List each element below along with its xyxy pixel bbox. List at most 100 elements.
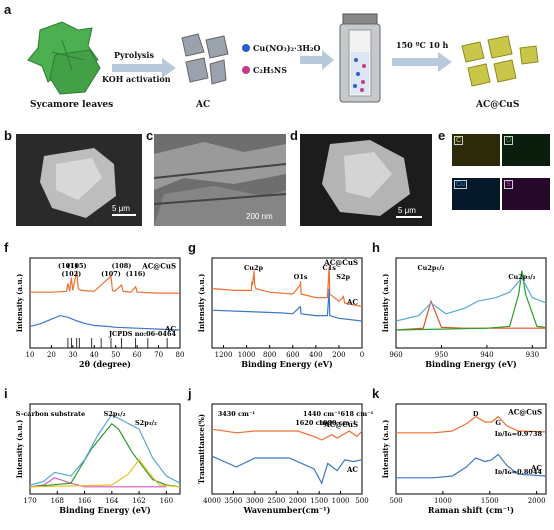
curve-label-f-1: AC [164, 325, 176, 334]
peak-label-f: (116) [126, 270, 146, 278]
x-tick-label-h: 930 [526, 351, 539, 359]
panel-label-c: c [146, 128, 154, 143]
ratio-label-k-1: Iᴅ/Iɢ=0.8044 [495, 468, 543, 476]
cu-reagent-dot-icon [242, 44, 250, 52]
x-tick-label-h: 960 [389, 351, 402, 359]
peak-label-f: (105) [67, 262, 87, 270]
annotation-g-1: O1s [294, 273, 308, 281]
annotation-j-2: 1440 cm⁻¹ [303, 410, 341, 418]
x-tick-label-k: 2000 [528, 497, 546, 505]
series-line-h-1 [395, 270, 547, 331]
annotation-g-2: C1s [323, 264, 337, 272]
annotation-h-0: Cu2p₁/₂ [417, 264, 444, 272]
reagent-cu-nitrate: Cu(NO₃)₂·3H₂O [253, 43, 321, 53]
sycamore-leaves-label: Sycamore leaves [30, 100, 114, 110]
pyrolysis-label: Pyrolysis [114, 50, 154, 60]
annotation-g-3: S2p [336, 273, 350, 281]
x-axis-label-k: Raman shift (cm⁻¹) [428, 505, 514, 515]
x-tick-label-j: 1000 [332, 497, 350, 505]
x-tick-label-j: 4000 [203, 497, 221, 505]
mixing-arrow-icon [300, 50, 334, 70]
annotation-k-0: D [473, 410, 479, 418]
curve-label-j-1: AC [346, 465, 358, 474]
panel-label-i: i [4, 386, 8, 401]
schematic-graphics [27, 13, 539, 103]
series-line-g-1 [211, 288, 363, 322]
y-axis-label-f: Intensity (a.u.) [15, 274, 24, 333]
ac-label: AC [196, 100, 211, 110]
y-axis-label-h: Intensity (a.u.) [381, 274, 390, 333]
eds-map-c: C [452, 134, 500, 166]
panel-label-d: d [290, 128, 298, 143]
x-tick-label-i: 166 [78, 497, 92, 505]
x-tick-label-j: 3000 [246, 497, 264, 505]
x-tick-label-g: 1000 [238, 351, 256, 359]
ac-cus-label: AC@CuS [476, 100, 520, 110]
x-tick-label-j: 2500 [267, 497, 285, 505]
curve-label-j-0: AC@CuS [323, 420, 358, 429]
peak-label-f: (101) [58, 262, 78, 270]
hydrothermal-condition: 150 ºC 10 h [396, 40, 449, 50]
sem-image-c: 200 nm [154, 134, 286, 226]
autoclave-icon [339, 13, 381, 103]
panel-label-h: h [372, 240, 380, 255]
x-tick-label-g: 600 [286, 351, 299, 359]
x-tick-label-f: 10 [26, 351, 35, 359]
x-tick-label-k: 1500 [481, 497, 499, 505]
x-tick-label-i: 168 [51, 497, 64, 505]
reagent-thioacetamide: C₂H₅NS [253, 65, 288, 75]
annotation-h-1: Cu2p₃/₂ [508, 273, 535, 281]
series-line-g-0 [211, 266, 363, 308]
sem-image-b: 5 μm [16, 134, 142, 226]
plot-frame-g [211, 257, 363, 349]
series-line-k-1 [396, 453, 547, 479]
curve-label-f-0: AC@CuS [141, 262, 176, 271]
scale-bar-b [112, 214, 136, 216]
annotation-k-1: G [495, 419, 501, 427]
scale-bar-d [396, 216, 422, 218]
annotation-j-4: 618 cm⁻¹ [340, 410, 373, 418]
x-tick-label-h: 940 [480, 351, 493, 359]
x-tick-label-f: 80 [176, 351, 185, 359]
x-tick-label-f: 70 [154, 351, 163, 359]
ac-flakes-icon [181, 33, 229, 85]
x-tick-label-i: 164 [105, 497, 119, 505]
series-line-i-1 [29, 422, 181, 488]
curve-label-k-0: AC@CuS [507, 408, 542, 417]
sem-image-d: 5 μm [300, 134, 432, 226]
ac-cus-flakes-icon [461, 35, 539, 87]
peak-label-f: (108) [112, 262, 132, 270]
series-line-h-2 [395, 276, 547, 322]
annotation-i-1: S2p₃/₂ [135, 419, 157, 427]
reference-label-f: JCPDS no:06-0464 [108, 330, 177, 338]
x-axis-label-i: Binding Energy (eV) [59, 505, 151, 515]
panel-label-e: e [438, 128, 446, 143]
curve-label-g-1: AC [346, 298, 358, 307]
plot-frame-i [29, 403, 181, 495]
x-tick-label-k: 1000 [434, 497, 452, 505]
x-tick-label-j: 500 [355, 497, 368, 505]
series-line-f-0 [30, 270, 180, 294]
x-tick-label-g: 400 [309, 351, 322, 359]
x-axis-label-f: 2θ (degree) [79, 359, 131, 369]
curve-label-g-0: AC@CuS [323, 258, 358, 267]
plot-frame-j [211, 403, 363, 495]
y-axis-label-i: Intensity (a.u.) [15, 420, 24, 479]
panel-label-b: b [4, 128, 12, 143]
x-tick-label-f: 40 [90, 351, 99, 359]
pyrolysis-arrow-icon [112, 58, 176, 78]
scale-text-c: 200 nm [246, 212, 273, 221]
y-axis-label-k: Intensity (a.u.) [381, 420, 390, 479]
series-line-j-1 [211, 455, 363, 485]
ratio-label-k-0: Iᴅ/Iɢ=0.9738 [495, 430, 543, 438]
peak-label-f: (102) [61, 270, 81, 278]
x-tick-label-g: 200 [332, 351, 345, 359]
hydrothermal-arrow-icon [392, 52, 452, 72]
panel-label-a: a [4, 2, 12, 17]
x-tick-label-f: 50 [111, 351, 120, 359]
series-line-j-0 [211, 428, 363, 441]
x-tick-label-k: 500 [389, 497, 402, 505]
x-tick-label-g: 1200 [215, 351, 233, 359]
y-axis-label-j: Transmittance(%) [197, 414, 206, 484]
